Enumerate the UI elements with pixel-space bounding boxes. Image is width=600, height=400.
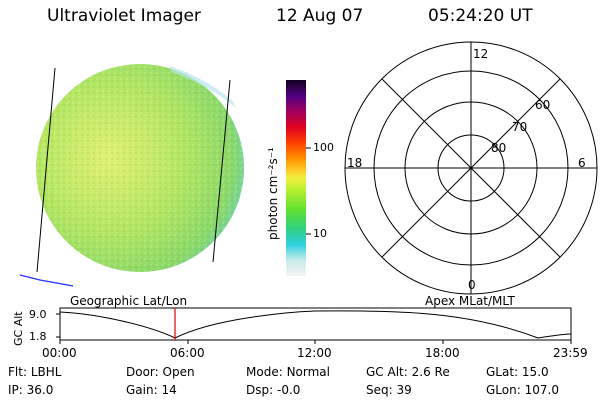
terminator-line-left (36, 67, 56, 273)
colorbar-tick-10: 10 (313, 227, 327, 240)
param-gc-alt: GC Alt: 2.6 Re (366, 365, 450, 379)
orbit-right-label: Apex MLat/MLT (425, 294, 515, 308)
mlt-label-left: 18 (347, 156, 363, 170)
mlt-label-right: 6 (578, 156, 586, 170)
coastline-trace (19, 274, 74, 287)
param-ip: IP: 36.0 (8, 383, 54, 397)
param-door: Door: Open (126, 365, 195, 379)
orbit-x-tick-0: 00:00 (42, 346, 77, 360)
orbit-altitude-plot (56, 307, 572, 344)
param-seq: Seq: 39 (366, 383, 412, 397)
param-glon: GLon: 107.0 (486, 383, 559, 397)
uv-earth-image (19, 64, 244, 287)
colorbar-unit-label: photon cm⁻²s⁻¹ (266, 147, 280, 240)
orbit-x-tick-3: 18:00 (425, 346, 460, 360)
colorbar-tick-100: 100 (313, 141, 334, 154)
image-date: 12 Aug 07 (276, 6, 364, 26)
param-mode: Mode: Normal (246, 365, 330, 379)
lat-label-70: 70 (512, 120, 528, 134)
param-flt: Flt: LBHL (8, 365, 62, 379)
orbit-y-tick-min: 1.8 (29, 330, 47, 343)
param-dsp: Dsp: -0.0 (246, 383, 301, 397)
orbit-x-tick-4: 23:59 (553, 346, 588, 360)
instrument-title: Ultraviolet Imager (47, 6, 201, 26)
orbit-x-tick-2: 12:00 (297, 346, 332, 360)
mlt-label-top: 12 (473, 47, 489, 61)
lat-label-60: 60 (535, 98, 551, 112)
mlt-label-bottom: 0 (468, 278, 476, 292)
param-glat: GLat: 15.0 (486, 365, 549, 379)
polar-mlt-plot (344, 41, 598, 295)
image-time: 05:24:20 UT (428, 6, 533, 26)
orbit-axis-label: GC Alt (12, 311, 25, 346)
color-bar (286, 80, 311, 276)
orbit-x-tick-1: 06:00 (170, 346, 205, 360)
altitude-curve (59, 310, 572, 339)
orbit-left-label: Geographic Lat/Lon (70, 294, 188, 308)
lat-label-80: 80 (491, 141, 507, 155)
param-gain: Gain: 14 (126, 383, 177, 397)
orbit-y-tick-max: 9.0 (29, 308, 47, 321)
terminator-line-right (212, 79, 231, 263)
